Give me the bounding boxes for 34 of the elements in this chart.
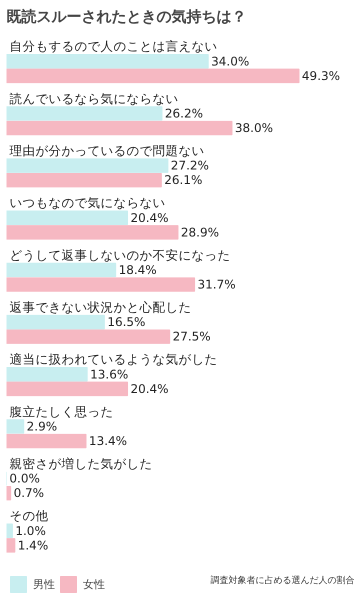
y-tick-label: 返事できない状況かと心配した <box>9 299 192 314</box>
data-label: 31.7% <box>198 278 236 292</box>
data-label: 20.4% <box>130 210 169 225</box>
y-tick-label: 自分もするので人のことは言えない <box>9 38 218 54</box>
data-label: 38.0% <box>234 121 274 136</box>
y-tick-label: 親密さが増した気がした <box>9 456 152 471</box>
legend-label: 男性 <box>33 576 55 592</box>
data-label: 16.5% <box>107 315 146 330</box>
y-tick-label: いつもなので気にならない <box>9 195 166 210</box>
y-tick-label: どうして返事しないのか不安になった <box>9 247 230 262</box>
data-label: 0.7% <box>14 486 44 500</box>
data-label: 27.5% <box>172 330 211 344</box>
data-label: 34.0% <box>211 54 250 68</box>
data-label: 13.4% <box>88 434 128 448</box>
data-label: 18.4% <box>118 262 157 277</box>
legend-label: 女性 <box>83 576 105 592</box>
data-label: 49.3% <box>302 68 340 83</box>
y-tick-label: 読んでいるなら気にならない <box>9 90 178 106</box>
data-label: 26.2% <box>164 106 203 120</box>
data-label: 2.9% <box>26 419 58 434</box>
data-label: 26.1% <box>164 173 202 188</box>
data-label: 20.4% <box>130 382 169 396</box>
data-label: 1.4% <box>18 538 48 552</box>
data-label: 1.0% <box>15 524 46 538</box>
text: 調査対象者に占める選んだ人の割合 <box>210 574 355 586</box>
data-label: 28.9% <box>180 225 220 240</box>
y-tick-label: 腹立たしく思った <box>9 404 114 419</box>
data-label: 0.0% <box>9 472 40 486</box>
chart-title: 既読スルーされたときの気持ちは？ <box>6 8 246 26</box>
data-label: 27.2% <box>170 158 209 173</box>
y-tick-label: 理由が分かっているので問題ない <box>9 142 204 158</box>
y-tick-label: その他 <box>9 508 48 524</box>
data-label: 13.6% <box>90 367 128 382</box>
y-tick-label: 適当に扱われているような気がした <box>9 352 218 367</box>
